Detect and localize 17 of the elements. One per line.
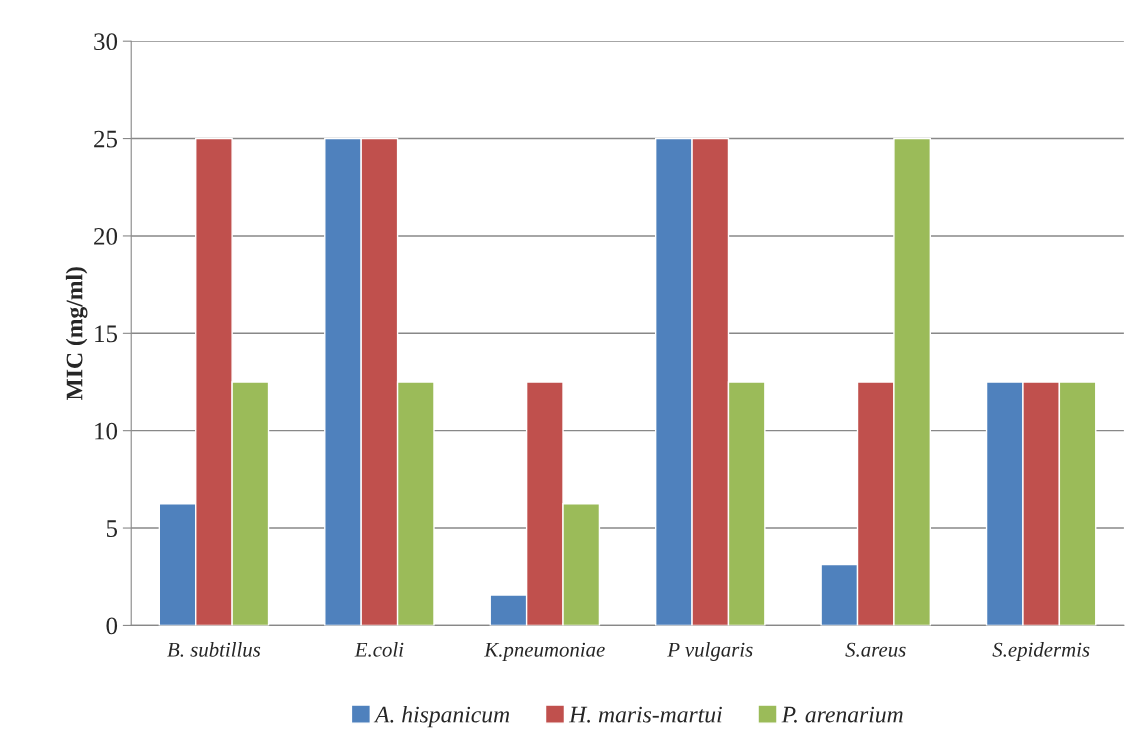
y-tick-label: 30 xyxy=(94,33,118,51)
legend-label: P. arenarium xyxy=(781,706,903,723)
y-tick-label: 10 xyxy=(95,422,118,440)
y-tick-label: 20 xyxy=(94,227,118,245)
x-tick-label: E.coli xyxy=(354,642,404,657)
y-tick-label: 15 xyxy=(95,325,118,343)
legend-label: H. maris-martui xyxy=(568,706,722,723)
x-tick-label: P vulgaris xyxy=(667,642,753,661)
x-tick-label: B. subtillus xyxy=(167,642,261,657)
y-tick-label: 5 xyxy=(106,520,118,537)
y-tick-label: 0 xyxy=(106,617,118,635)
x-tick-label: S.areus xyxy=(845,642,906,657)
x-tick-label: S.epidermis xyxy=(992,642,1090,661)
x-tick-label: K.pneumoniae xyxy=(484,642,605,661)
y-axis-title: MIC (mg/ml) xyxy=(65,267,88,401)
y-tick-label: 25 xyxy=(94,130,118,148)
legend-label: A. hispanicum xyxy=(373,705,510,728)
